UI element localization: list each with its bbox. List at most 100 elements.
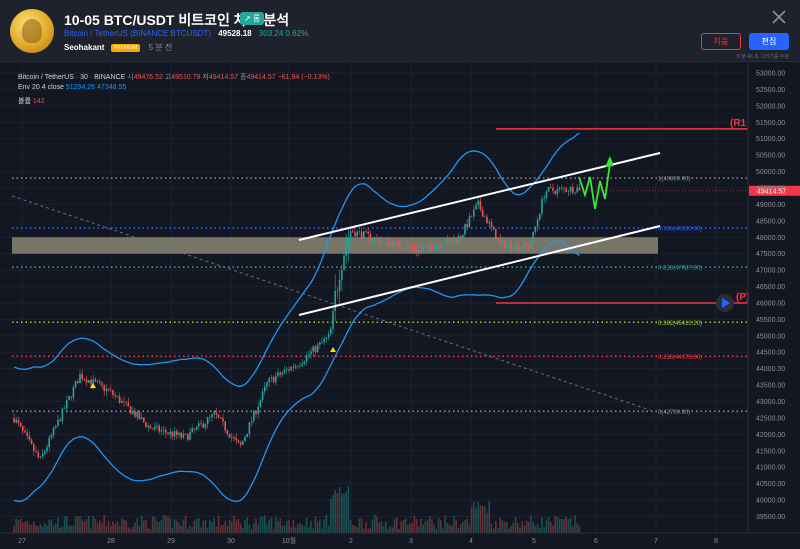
volume-bar [261, 516, 264, 533]
price-tick-label: 45500.00 [756, 317, 785, 324]
candle-body [233, 436, 235, 438]
channel-lower-line[interactable] [298, 225, 661, 316]
delete-button[interactable]: 지움 [701, 33, 741, 50]
volume-bar [382, 526, 385, 533]
volume-bar [325, 515, 328, 533]
volume-bar [28, 524, 31, 533]
candle-body [435, 246, 438, 250]
candle-body [228, 433, 231, 438]
volume-bar [57, 517, 59, 533]
volume-bar [508, 528, 510, 533]
volume-bar [182, 519, 185, 533]
volume-bar [132, 527, 134, 533]
volume-bar [283, 525, 286, 533]
volume-bar [281, 525, 284, 533]
volume-bar [123, 519, 125, 533]
volume-bar [294, 527, 297, 533]
candle-body [508, 242, 510, 245]
candle-body [433, 249, 435, 251]
volume-bar [268, 519, 270, 533]
volume-bar [118, 525, 121, 533]
volume-bar [327, 525, 330, 533]
volume-bar [22, 522, 24, 533]
volume-bar [156, 520, 158, 533]
projection-arrow[interactable] [578, 162, 611, 210]
volume-bar [422, 524, 424, 533]
candle-body [211, 414, 213, 417]
volume-bar [90, 528, 92, 533]
author-avatar[interactable] [10, 9, 54, 53]
volume-bar [385, 521, 387, 533]
candle-body [543, 197, 545, 199]
symbol-link[interactable]: Bitcoin / TetherUS (BINANCE:BTCUSDT) [64, 29, 211, 38]
volume-bar [46, 525, 48, 533]
candle-body [99, 381, 101, 383]
price-tick-label: 51000.00 [756, 136, 785, 143]
candle-body [19, 422, 22, 427]
volume-bar [226, 525, 229, 533]
volume-bar [576, 523, 578, 533]
candle-body [541, 198, 543, 214]
volume-bar [459, 524, 462, 533]
volume-bar [85, 519, 88, 533]
volume-legend[interactable]: 볼륨 142 [18, 96, 45, 106]
volume-bar [448, 524, 451, 533]
volume-bar [277, 521, 279, 533]
dashed-trendline[interactable] [11, 195, 651, 411]
replay-button[interactable] [716, 294, 734, 312]
candle-body [424, 246, 427, 248]
author-name[interactable]: Seohakant [64, 43, 105, 52]
volume-bar [380, 521, 383, 533]
candle-body [72, 387, 75, 398]
price-tick-label: 46500.00 [756, 284, 785, 291]
volume-bar [398, 528, 400, 533]
volume-bar [303, 526, 306, 533]
candle-body [81, 374, 83, 380]
candle-body [563, 187, 565, 189]
open-value: 49476.52 [133, 74, 163, 81]
volume-bar [481, 505, 484, 533]
volume-bar [154, 517, 156, 533]
envelope-legend[interactable]: Env 20 4 close 51294.26 47348.55 [18, 84, 126, 91]
volume-bar [512, 522, 515, 533]
volume-bar [347, 485, 350, 533]
volume-bar [490, 523, 493, 533]
price-chart[interactable]: 1(49800.00) 0.786(48280.60) 0.618(47087.80… [0, 63, 800, 549]
volume-bar [253, 523, 255, 533]
candle-body [574, 192, 576, 194]
candle-body [226, 430, 229, 434]
volume-bar [149, 528, 152, 533]
time-tick-label: 29 [167, 538, 175, 545]
edit-button[interactable]: 편집 [749, 33, 789, 50]
candle-body [418, 249, 420, 252]
candle-body [532, 231, 534, 245]
candle-body [217, 414, 220, 418]
time-tick-label: 7 [654, 538, 658, 545]
chart-area[interactable]: 1(49800.00) 0.786(48280.60) 0.618(47087.80… [0, 63, 800, 549]
volume-bar [231, 521, 233, 533]
close-icon[interactable] [770, 8, 788, 26]
candle-body [303, 361, 306, 364]
volume-label: 볼륨 [18, 98, 31, 105]
candle-body [556, 188, 559, 194]
candle-body [327, 334, 330, 338]
volume-bar [332, 494, 334, 533]
channel-upper-line[interactable] [298, 152, 661, 241]
candle-body [352, 231, 354, 233]
candle-body [127, 402, 130, 407]
candle-body [396, 241, 398, 242]
candle-body [55, 426, 57, 428]
candle-body [360, 231, 363, 239]
candle-body [165, 429, 167, 433]
candle-body [459, 236, 462, 239]
candle-body [41, 453, 44, 457]
volume-bar [528, 521, 530, 533]
volume-bar [129, 528, 132, 533]
candle-body [552, 187, 554, 191]
candle-body [154, 426, 156, 430]
candle-body [101, 382, 103, 386]
candle-body [519, 247, 521, 250]
envelope-upper-band [13, 132, 580, 387]
candle-body [314, 346, 317, 352]
support-zone-box[interactable] [12, 237, 658, 254]
